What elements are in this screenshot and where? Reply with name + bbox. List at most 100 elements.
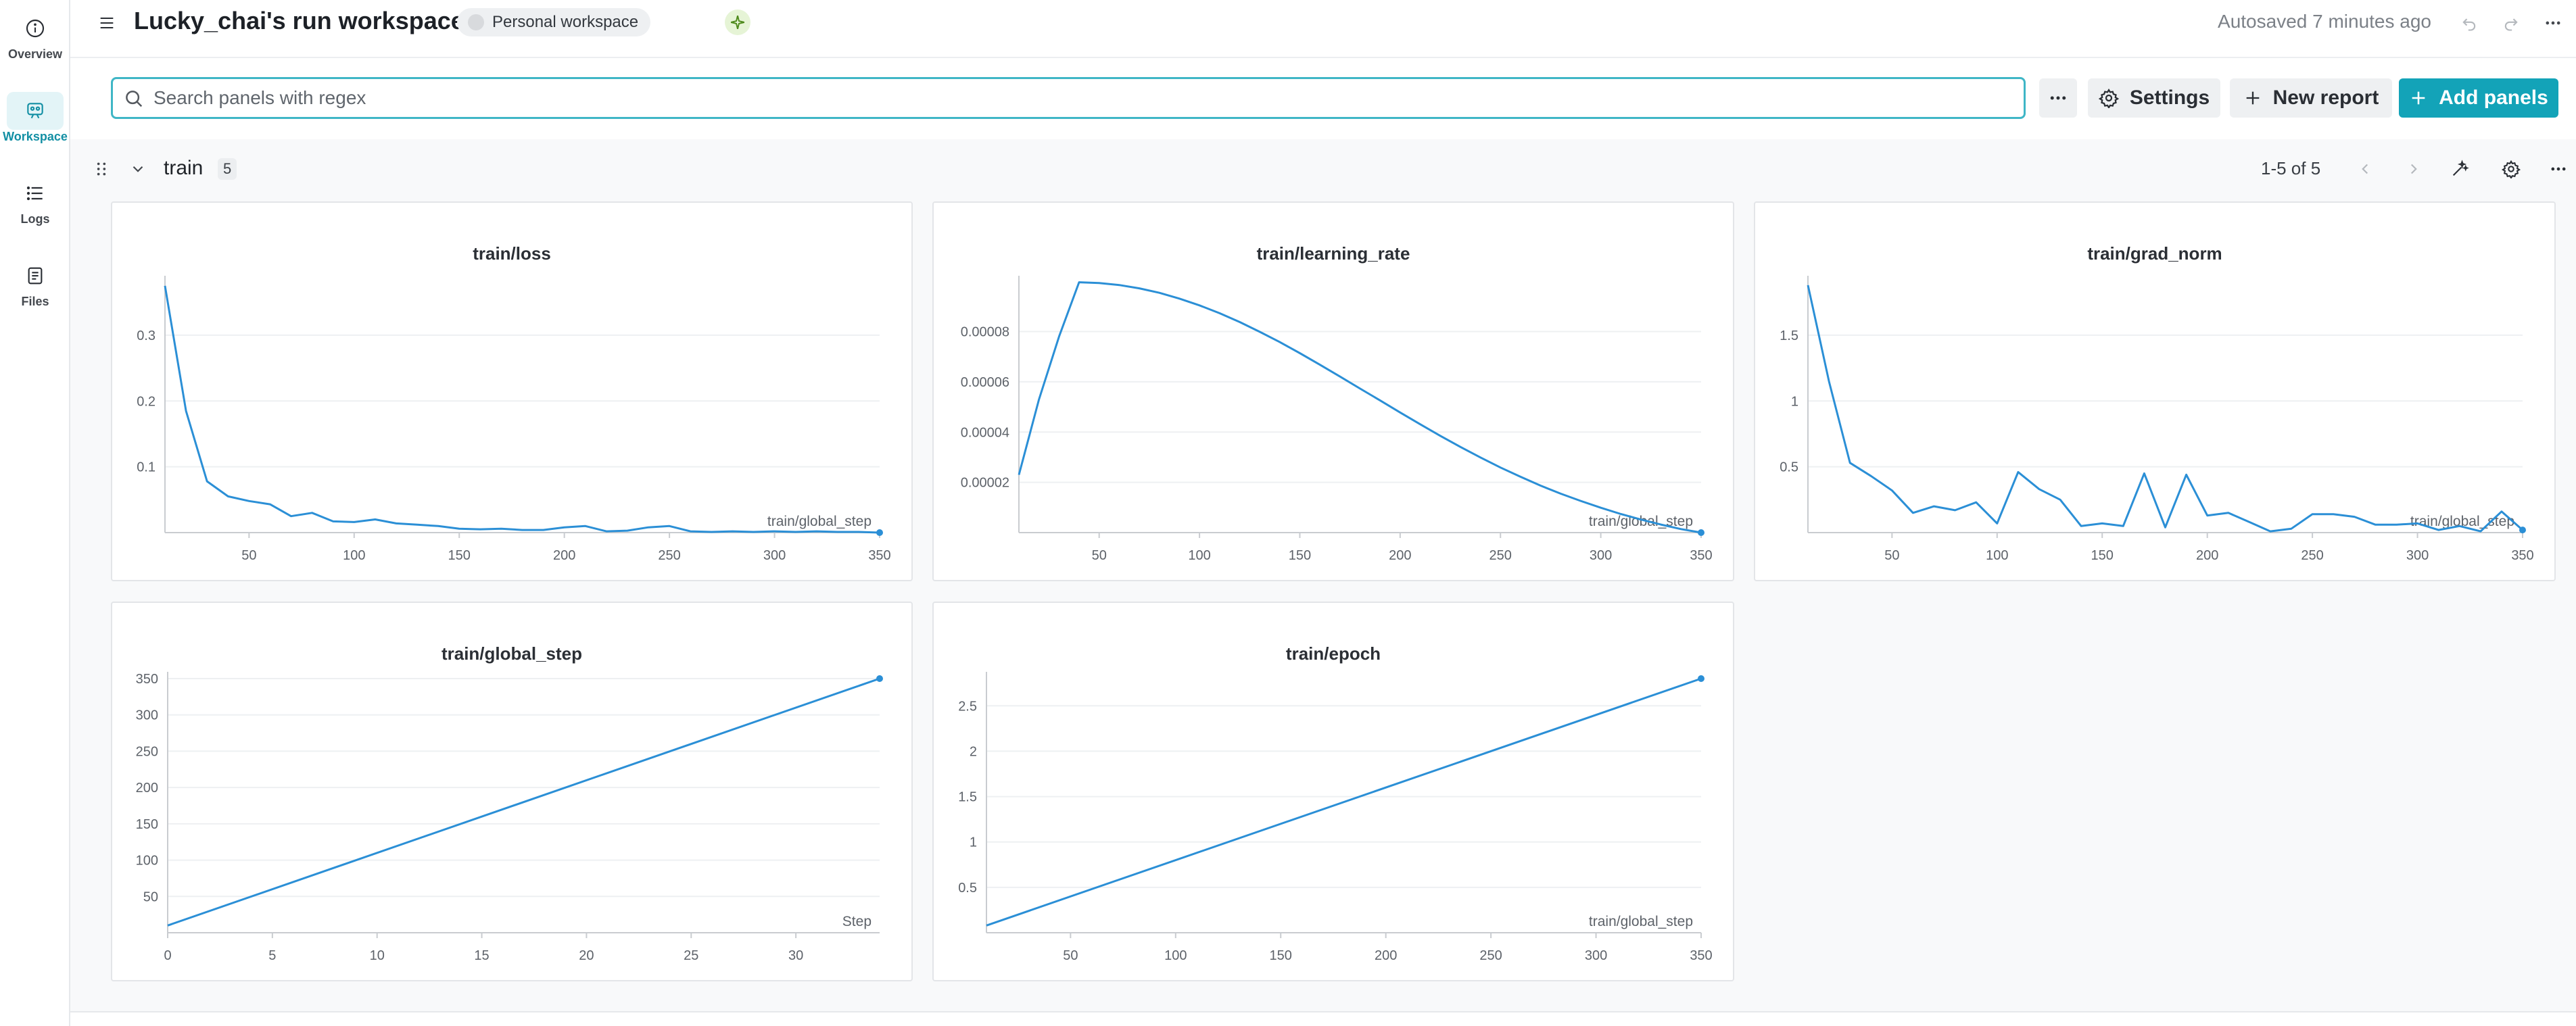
y-tick-label: 0.00006 bbox=[961, 375, 1009, 390]
x-tick-label: 100 bbox=[343, 548, 365, 563]
drag-handle[interactable] bbox=[88, 155, 115, 182]
magic-wand-button[interactable] bbox=[2446, 155, 2473, 182]
series-end-point bbox=[1698, 529, 1704, 536]
undo-button[interactable] bbox=[2456, 9, 2483, 36]
chart-panel-train-grad-norm[interactable]: train/grad_norm 0.5 1 1.5 50 100 150 200 250 300… bbox=[1754, 201, 2556, 581]
y-tick-label: 250 bbox=[136, 744, 158, 759]
x-tick-label: 100 bbox=[1986, 548, 2008, 563]
search-input[interactable] bbox=[153, 79, 2006, 117]
section-more-button[interactable] bbox=[2545, 155, 2572, 182]
new-report-label: New report bbox=[2272, 87, 2379, 109]
file-icon bbox=[7, 257, 64, 295]
new-report-button[interactable]: New report bbox=[2230, 78, 2392, 118]
rail-label-files: Files bbox=[21, 294, 49, 308]
y-tick-label: 0.5 bbox=[1780, 460, 1798, 475]
page-title: Lucky_chai's run workspace bbox=[134, 7, 464, 34]
workspace-pill-label: Personal workspace bbox=[492, 13, 639, 31]
more-horizontal-icon bbox=[2546, 21, 2560, 25]
chart-panel-train-epoch[interactable]: train/epoch 0.5 1 1.5 2 2.5 50 100 150 200 250 300… bbox=[932, 602, 1734, 981]
chart-title: train/learning_rate bbox=[1256, 243, 1410, 264]
autosave-status: Autosaved 7 minutes ago bbox=[2218, 11, 2431, 32]
chevron-right-icon bbox=[2410, 164, 2417, 174]
rail-item-overview[interactable]: Overview bbox=[0, 0, 70, 70]
x-axis-title: train/global_step bbox=[2410, 514, 2514, 529]
x-axis-title: train/global_step bbox=[1589, 514, 1693, 529]
series-end-point bbox=[1698, 675, 1704, 682]
section-count-badge: 5 bbox=[218, 158, 237, 180]
plus-icon bbox=[2246, 91, 2259, 105]
divider bbox=[70, 1011, 2576, 1012]
x-tick-label: 250 bbox=[2301, 548, 2323, 563]
toolbar-more-button[interactable] bbox=[2039, 78, 2077, 118]
redo-button[interactable] bbox=[2498, 9, 2525, 36]
more-horizontal-icon bbox=[2050, 96, 2066, 100]
x-tick-label: 15 bbox=[474, 948, 489, 963]
x-tick-label: 0 bbox=[164, 948, 171, 963]
series-line bbox=[986, 677, 1702, 927]
settings-button[interactable]: Settings bbox=[2088, 78, 2220, 118]
search-box bbox=[111, 77, 2026, 119]
settings-label: Settings bbox=[2129, 87, 2210, 109]
chart-title: train/global_step bbox=[441, 643, 583, 664]
plus-icon bbox=[2412, 91, 2425, 105]
x-tick-label: 100 bbox=[1164, 948, 1187, 963]
x-tick-label: 50 bbox=[1884, 548, 1899, 563]
rail-item-workspace[interactable]: Workspace bbox=[0, 82, 70, 153]
line-chart: 0.5 1 1.5 50 100 150 200 250 300 350 train/global_… bbox=[1780, 276, 2534, 563]
x-tick-label: 300 bbox=[1590, 548, 1612, 563]
next-page-button[interactable] bbox=[2400, 155, 2427, 182]
add-panels-button[interactable]: Add panels bbox=[2399, 78, 2558, 118]
y-tick-label: 200 bbox=[136, 781, 158, 796]
rail-label-logs: Logs bbox=[20, 212, 50, 226]
prev-page-button[interactable] bbox=[2352, 155, 2379, 182]
y-tick-label: 1 bbox=[1791, 394, 1798, 409]
ai-assistant-button[interactable] bbox=[725, 9, 750, 35]
left-rail: Overview Workspace Logs Files bbox=[0, 0, 70, 1026]
x-tick-label: 30 bbox=[788, 948, 803, 963]
pagination-label: 1-5 of 5 bbox=[2261, 158, 2321, 178]
x-tick-label: 150 bbox=[448, 548, 471, 563]
workspace-icon bbox=[7, 91, 64, 130]
page-header: Lucky_chai's run workspace Personal work… bbox=[70, 0, 2576, 58]
series-end-point bbox=[876, 529, 883, 536]
more-horizontal-icon bbox=[2551, 167, 2566, 171]
x-tick-label: 200 bbox=[553, 548, 575, 563]
chart-panel-train-global-step[interactable]: train/global_step 50 100 150 200 250 300 350 0 5… bbox=[111, 602, 913, 981]
x-tick-label: 200 bbox=[1375, 948, 1397, 963]
series-end-point bbox=[876, 675, 883, 682]
x-tick-label: 50 bbox=[1063, 948, 1078, 963]
hamburger-icon bbox=[100, 17, 114, 29]
line-chart: 0.5 1 1.5 2 2.5 50 100 150 200 250 300 350 train/glo… bbox=[958, 672, 1713, 963]
series-line bbox=[164, 285, 880, 534]
rail-item-files[interactable]: Files bbox=[0, 247, 70, 318]
series-line bbox=[1807, 285, 2523, 533]
add-panels-label: Add panels bbox=[2439, 87, 2548, 109]
chart-panel-train-learning-rate[interactable]: train/learning_rate 0.00002 0.00004 0.0000… bbox=[932, 201, 1734, 581]
search-icon bbox=[126, 91, 143, 107]
header-more-button[interactable] bbox=[2539, 9, 2567, 36]
y-tick-label: 0.00008 bbox=[961, 325, 1009, 340]
section-settings-button[interactable] bbox=[2498, 155, 2525, 182]
series-line bbox=[167, 677, 880, 927]
x-tick-label: 50 bbox=[241, 548, 256, 563]
info-icon bbox=[7, 9, 64, 47]
x-axis-title: train/global_step bbox=[767, 514, 872, 529]
y-tick-label: 0.00004 bbox=[961, 425, 1009, 440]
hamburger-menu-button[interactable] bbox=[93, 9, 120, 36]
x-tick-label: 5 bbox=[268, 948, 276, 963]
x-tick-label: 350 bbox=[2511, 548, 2533, 563]
redo-icon bbox=[2504, 18, 2518, 31]
x-tick-label: 350 bbox=[868, 548, 890, 563]
workspace-pill[interactable]: Personal workspace bbox=[457, 8, 651, 36]
chart-panel-train-loss[interactable]: train/loss 0.1 0.2 0.3 50 100 150 200 250 300 350… bbox=[111, 201, 913, 581]
rail-label-workspace: Workspace bbox=[3, 129, 68, 143]
y-tick-label: 1.5 bbox=[958, 790, 977, 805]
rail-item-logs[interactable]: Logs bbox=[0, 165, 70, 235]
x-tick-label: 50 bbox=[1092, 548, 1107, 563]
section-collapse-toggle[interactable] bbox=[124, 155, 151, 182]
y-tick-label: 1.5 bbox=[1780, 328, 1798, 343]
magic-wand-icon bbox=[2452, 160, 2469, 176]
x-tick-label: 200 bbox=[1389, 548, 1411, 563]
x-tick-label: 25 bbox=[684, 948, 698, 963]
x-tick-label: 150 bbox=[1270, 948, 1292, 963]
